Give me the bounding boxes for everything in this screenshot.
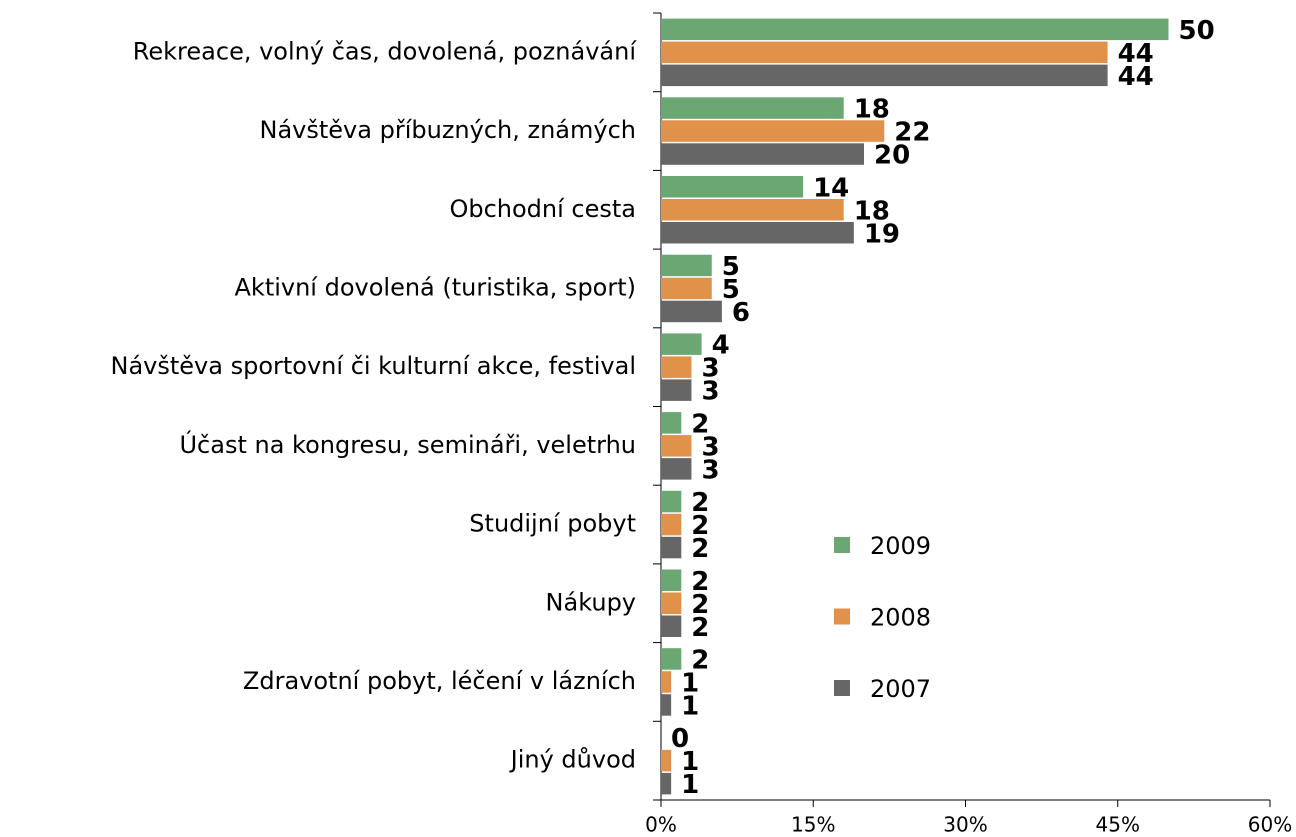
bar <box>661 513 682 536</box>
category-label: Nákupy <box>546 588 636 616</box>
value-label: 20 <box>874 141 910 171</box>
value-label: 0 <box>671 724 689 754</box>
value-label: 5 <box>722 252 740 282</box>
bar <box>661 648 682 670</box>
x-tick-label: 45% <box>1096 813 1140 837</box>
x-tick-label: 30% <box>943 813 987 837</box>
bar <box>661 277 712 300</box>
bar <box>661 18 1169 41</box>
bar <box>661 143 864 165</box>
bar <box>661 749 672 772</box>
category-label: Zdravotní pobyt, léčení v lázních <box>243 667 636 695</box>
value-label: 1 <box>681 770 699 800</box>
value-label: 2 <box>691 613 709 643</box>
bar <box>661 356 692 378</box>
bar <box>661 176 804 198</box>
bar <box>661 41 1108 64</box>
value-label: 5 <box>722 275 740 305</box>
legend-label: 2009 <box>870 532 931 560</box>
bar <box>661 615 682 637</box>
value-label: 2 <box>691 534 709 564</box>
value-label: 3 <box>701 354 719 384</box>
value-label: 1 <box>681 691 699 721</box>
value-label: 4 <box>712 331 730 361</box>
bar <box>661 333 702 355</box>
value-label: 1 <box>681 668 699 698</box>
bar <box>661 222 854 244</box>
value-label: 3 <box>701 432 719 462</box>
x-tick-label: 15% <box>791 813 835 837</box>
bar <box>661 199 844 221</box>
legend-label: 2008 <box>870 604 931 632</box>
value-label: 19 <box>864 219 900 249</box>
value-label: 18 <box>854 95 890 125</box>
value-label: 14 <box>813 173 849 203</box>
legend-label: 2007 <box>870 675 931 703</box>
bar <box>661 412 682 434</box>
value-label: 1 <box>681 747 699 777</box>
category-label: Obchodní cesta <box>449 195 636 223</box>
category-label: Návštěva příbuzných, známých <box>260 116 636 144</box>
value-label: 2 <box>691 409 709 439</box>
value-label: 3 <box>701 377 719 407</box>
legend-swatch <box>834 537 850 553</box>
value-label: 22 <box>894 118 930 148</box>
value-label: 2 <box>691 590 709 620</box>
category-label: Aktivní dovolená (turistika, sport) <box>235 273 637 301</box>
value-label: 2 <box>691 511 709 541</box>
value-label: 6 <box>732 298 750 328</box>
bar <box>661 300 722 323</box>
bar <box>661 458 692 480</box>
value-label: 18 <box>854 196 890 226</box>
value-label: 3 <box>701 455 719 485</box>
value-label: 50 <box>1179 16 1215 46</box>
value-label: 44 <box>1118 39 1154 69</box>
bar <box>661 379 692 401</box>
x-tick-label: 0% <box>645 813 677 837</box>
bar <box>661 569 682 591</box>
category-label: Návštěva sportovní či kulturní akce, fes… <box>111 352 636 380</box>
category-label: Rekreace, volný čas, dovolená, poznávání <box>133 37 638 65</box>
value-label: 2 <box>691 567 709 597</box>
bar <box>661 694 672 716</box>
bar <box>661 120 885 142</box>
category-label: Studijní pobyt <box>469 510 636 538</box>
bar <box>661 64 1108 87</box>
bar <box>661 671 672 693</box>
bar <box>661 772 672 795</box>
bar <box>661 435 692 457</box>
x-tick-label: 60% <box>1248 813 1292 837</box>
legend-swatch <box>834 680 850 696</box>
bar <box>661 490 682 513</box>
category-label: Účast na kongresu, semináři, veletrhu <box>179 429 636 459</box>
category-label: Jiný důvod <box>509 746 636 774</box>
bar <box>661 97 844 119</box>
value-label: 2 <box>691 488 709 518</box>
bar <box>661 536 682 559</box>
value-label: 2 <box>691 645 709 675</box>
legend-swatch <box>834 608 850 625</box>
value-label: 44 <box>1118 62 1154 92</box>
bar <box>661 254 712 277</box>
bar <box>661 592 682 614</box>
